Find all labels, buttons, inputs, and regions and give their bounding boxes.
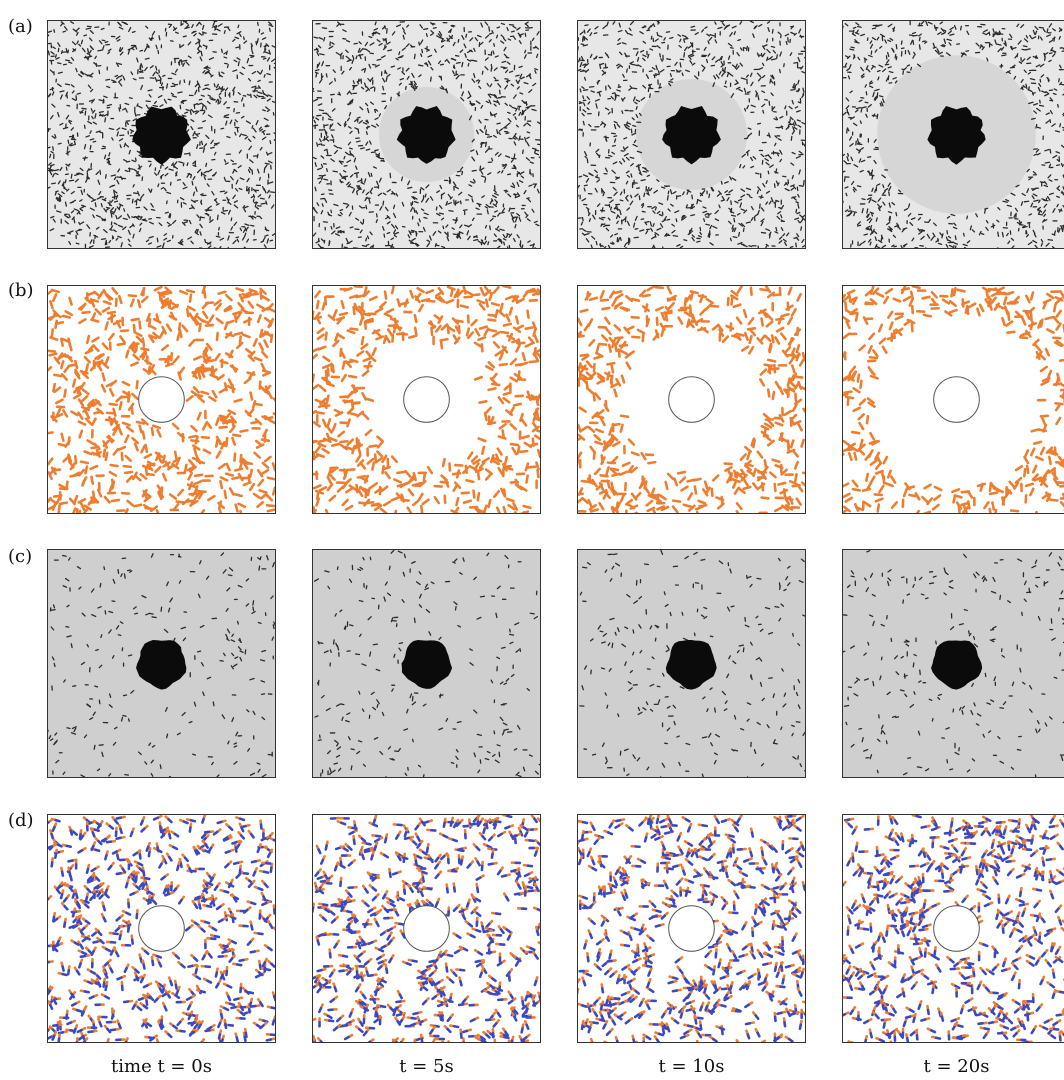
- panel-a-t5: [312, 20, 541, 249]
- caption-t10: t = 10s: [658, 1056, 725, 1077]
- row-label-b: (b): [8, 280, 34, 301]
- panel-d-t10: [577, 814, 806, 1043]
- panel-b-t0: [47, 285, 276, 514]
- panel-a-t10: [577, 20, 806, 249]
- panel-c-t0: [47, 549, 276, 778]
- row-label-d: (d): [8, 810, 34, 831]
- simulation-d-t10: [578, 815, 805, 1042]
- micrograph-c-t0: [48, 550, 275, 777]
- panel-b-t5: [312, 285, 541, 514]
- micrograph-c-t20: [843, 550, 1064, 777]
- panel-b-t20: [842, 285, 1064, 514]
- panel-d-t0: [47, 814, 276, 1043]
- micrograph-a-t10: [578, 21, 805, 248]
- panel-c-t20: [842, 549, 1064, 778]
- simulation-d-t0: [48, 815, 275, 1042]
- panel-a-t20: [842, 20, 1064, 249]
- caption-t0: time t = 0s: [111, 1056, 212, 1077]
- panel-a-t0: [47, 20, 276, 249]
- row-label-c: (c): [8, 546, 33, 567]
- panel-c-t10: [577, 549, 806, 778]
- simulation-d-t5: [313, 815, 540, 1042]
- caption-t20: t = 20s: [923, 1056, 990, 1077]
- micrograph-a-t0: [48, 21, 275, 248]
- micrograph-a-t20: [843, 21, 1064, 248]
- panel-d-t5: [312, 814, 541, 1043]
- simulation-b-t0: [48, 286, 275, 513]
- caption-t5: t = 5s: [399, 1056, 454, 1077]
- panel-c-t5: [312, 549, 541, 778]
- simulation-b-t5: [313, 286, 540, 513]
- micrograph-a-t5: [313, 21, 540, 248]
- micrograph-c-t5: [313, 550, 540, 777]
- panel-b-t10: [577, 285, 806, 514]
- micrograph-c-t10: [578, 550, 805, 777]
- row-label-a: (a): [8, 16, 33, 37]
- panel-d-t20: [842, 814, 1064, 1043]
- simulation-b-t10: [578, 286, 805, 513]
- simulation-d-t20: [843, 815, 1064, 1042]
- simulation-b-t20: [843, 286, 1064, 513]
